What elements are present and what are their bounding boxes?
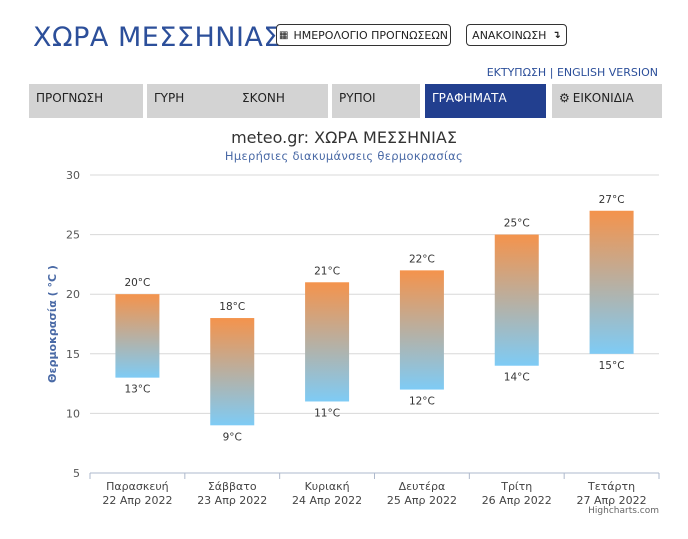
announcement-label: ΑΝΑΚΟΙΝΩΣΗ [472, 28, 547, 42]
top-links: ΕΚΤΥΠΩΣΗ | ENGLISH VERSION [487, 66, 658, 79]
tab-dust[interactable]: ΣΚΟΝΗ [235, 84, 328, 118]
temperature-bar [305, 282, 350, 402]
tab-icons[interactable]: ⚙ ΕΙΚΟΝΙΔΙΑ [552, 84, 662, 118]
high-temp-label: 27°C [599, 194, 625, 206]
high-temp-label: 21°C [314, 265, 340, 277]
high-temp-label: 22°C [409, 253, 435, 265]
high-temp-label: 18°C [219, 301, 245, 313]
highcharts-credits[interactable]: Highcharts.com [588, 506, 659, 516]
y-tick-label: 15 [66, 348, 80, 361]
temperature-bar [210, 318, 255, 426]
y-tick-label: 5 [73, 467, 80, 480]
y-tick-label: 10 [66, 407, 80, 420]
low-temp-label: 15°C [599, 360, 625, 372]
temperature-bar [115, 294, 160, 378]
chart-subtitle: Ημερήσιες διακυμάνσεις θερμοκρασίας [224, 149, 464, 163]
tab-charts-label: ΓΡΑΦΗΜΑΤΑ [432, 91, 507, 105]
temperature-bar [399, 270, 444, 390]
temperature-bar [494, 234, 539, 366]
tab-pollutants[interactable]: ΡΥΠΟΙ [332, 84, 420, 118]
tab-charts[interactable]: ΓΡΑΦΗΜΑΤΑ [425, 84, 546, 118]
x-category-date: 22 Απρ 2022 [102, 494, 172, 507]
high-temp-label: 25°C [504, 218, 530, 230]
gear-icon: ⚙ [559, 91, 570, 105]
temperature-bar [589, 210, 634, 354]
forecast-calendar-label: ΗΜΕΡΟΛΟΓΙΟ ΠΡΟΓΝΩΣΕΩΝ [293, 28, 449, 42]
turn-down-arrow-icon: ↴ [552, 29, 561, 41]
high-temp-label: 20°C [124, 277, 150, 289]
tab-pollutants-label: ΡΥΠΟΙ [339, 91, 376, 105]
tab-dust-label: ΣΚΟΝΗ [242, 91, 285, 105]
low-temp-label: 12°C [409, 396, 435, 408]
tab-forecast[interactable]: ΠΡΟΓΝΩΣΗ [29, 84, 143, 118]
x-category-date: 24 Απρ 2022 [292, 494, 362, 507]
x-category-day: Δευτέρα [399, 480, 446, 493]
link-separator: | [549, 66, 554, 79]
forecast-calendar-button[interactable]: ▦ ΗΜΕΡΟΛΟΓΙΟ ΠΡΟΓΝΩΣΕΩΝ [276, 24, 451, 46]
x-category-day: Τρίτη [500, 480, 532, 493]
x-category-day: Κυριακή [305, 480, 350, 493]
x-category-day: Σάββατο [208, 480, 257, 493]
chart-title: meteo.gr: ΧΩΡΑ ΜΕΣΣΗΝΙΑΣ [231, 128, 457, 147]
y-tick-label: 20 [66, 288, 80, 301]
y-axis-title: Θερμοκρασία ( °C ) [46, 265, 59, 383]
low-temp-label: 11°C [314, 407, 340, 419]
english-version-link[interactable]: ENGLISH VERSION [556, 66, 658, 79]
site-title[interactable]: ΧΩΡΑ ΜΕΣΣΗΝΙΑΣ [33, 22, 281, 53]
x-category-date: 23 Απρ 2022 [197, 494, 267, 507]
y-tick-label: 25 [66, 229, 80, 242]
low-temp-label: 13°C [124, 384, 150, 396]
x-category-day: Παρασκευή [106, 480, 169, 493]
print-link[interactable]: ΕΚΤΥΠΩΣΗ [486, 66, 547, 79]
low-temp-label: 9°C [223, 431, 242, 443]
low-temp-label: 14°C [504, 372, 530, 384]
y-tick-label: 30 [66, 169, 80, 182]
x-category-day: Τετάρτη [587, 480, 635, 493]
announcement-button[interactable]: ΑΝΑΚΟΙΝΩΣΗ ↴ [466, 24, 567, 46]
tab-pollen-label: ΓΥΡΗ [154, 91, 185, 105]
tab-forecast-label: ΠΡΟΓΝΩΣΗ [36, 91, 104, 105]
x-category-date: 25 Απρ 2022 [387, 494, 457, 507]
tab-icons-label: ΕΙΚΟΝΙΔΙΑ [572, 91, 634, 105]
x-category-date: 27 Απρ 2022 [577, 494, 647, 507]
x-category-date: 26 Απρ 2022 [482, 494, 552, 507]
calendar-icon: ▦ [278, 29, 289, 41]
